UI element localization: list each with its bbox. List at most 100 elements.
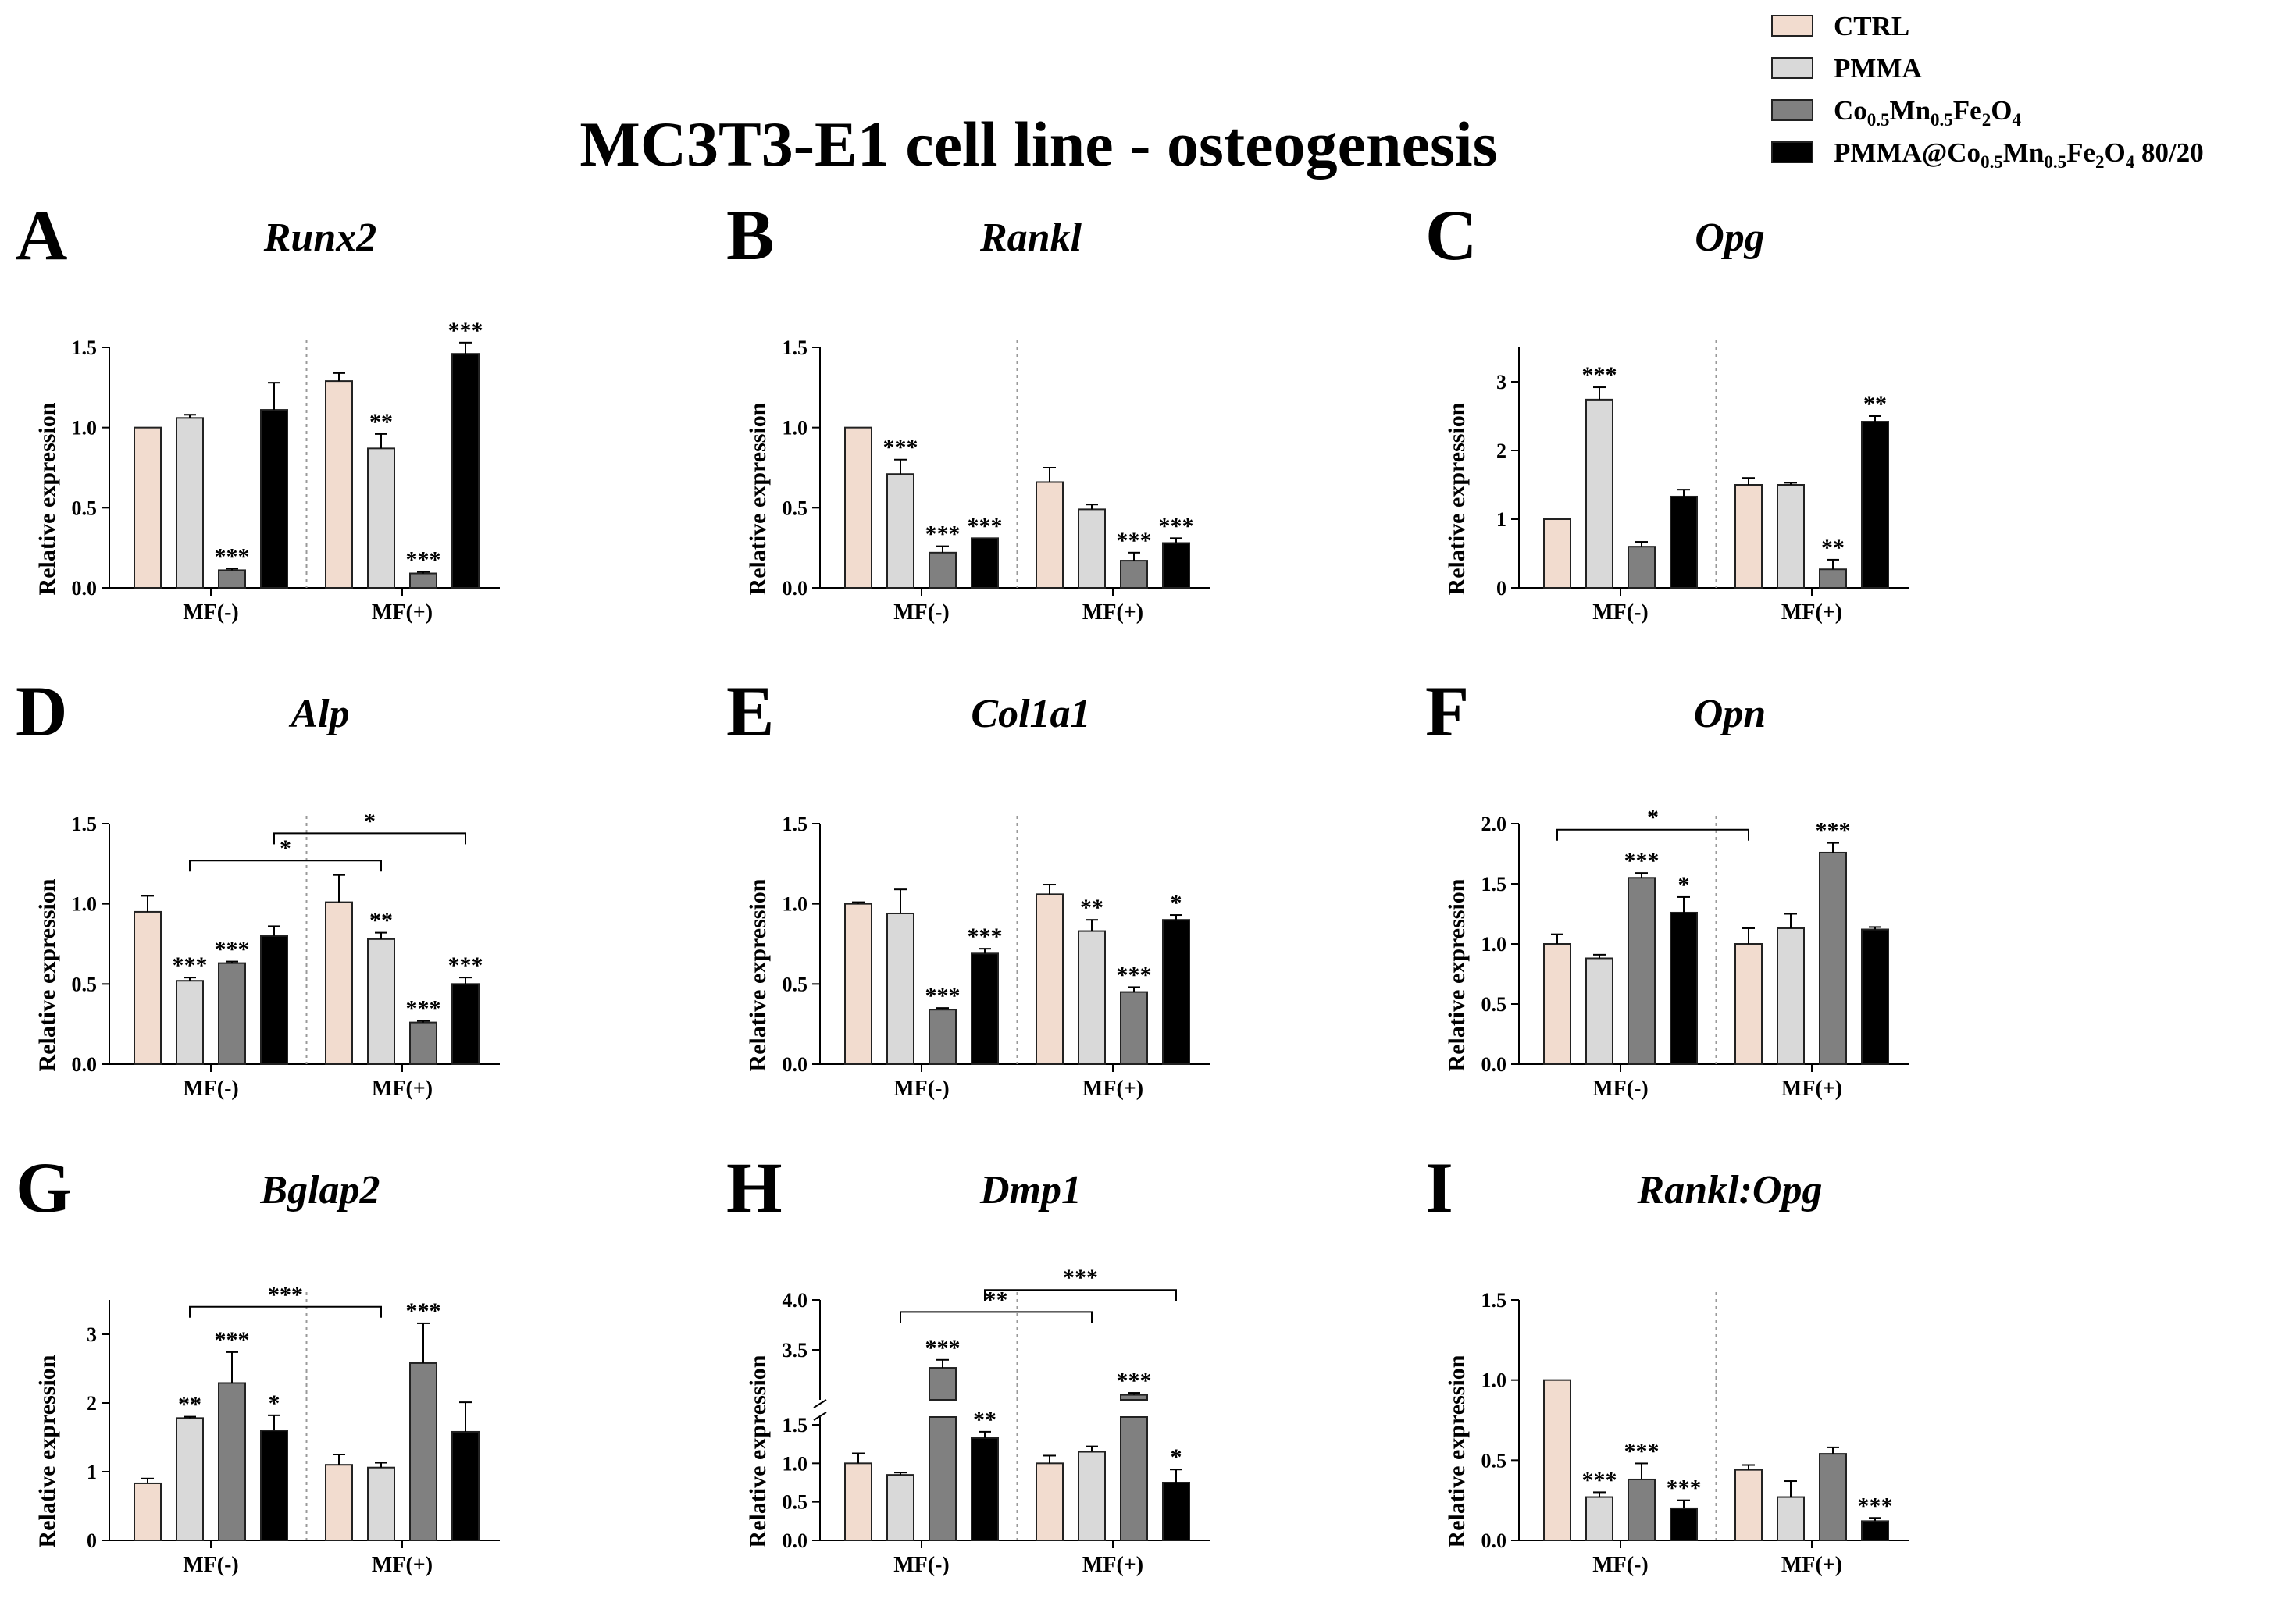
legend-label-ctrl: CTRL	[1834, 11, 1910, 41]
significance-label: *	[1171, 1444, 1182, 1470]
bar	[1036, 893, 1064, 1066]
bar	[1861, 928, 1889, 1065]
bar	[1861, 1520, 1889, 1541]
y-tick-label: 0.0	[1481, 1529, 1507, 1552]
bar	[1734, 943, 1763, 1065]
panel-gene-title: Rankl	[979, 215, 1082, 260]
bracket-label: *	[1647, 805, 1659, 831]
y-tick-label: 1.5	[1481, 1289, 1507, 1312]
group-label: MF(+)	[372, 1077, 433, 1101]
y-axis-title: Relative expression	[745, 402, 771, 595]
bar	[325, 380, 353, 589]
y-tick-label: 1.5	[783, 813, 808, 835]
group-label: MF(-)	[183, 1553, 239, 1577]
bar	[844, 903, 872, 1065]
bar-upper	[1120, 1394, 1148, 1401]
bar	[971, 952, 999, 1065]
y-tick-label: 0.5	[783, 973, 808, 995]
y-tick-label: 0.0	[72, 1053, 98, 1076]
y-tick-label: 0.5	[72, 973, 98, 995]
significance-label: ***	[448, 318, 483, 344]
y-axis-title: Relative expression	[1444, 1355, 1470, 1547]
y-tick-label: 0.0	[783, 1529, 808, 1552]
bar	[325, 901, 353, 1066]
significance-label: **	[973, 1407, 996, 1433]
y-tick-label: 0.0	[783, 1053, 808, 1076]
y-tick-label: 1.5	[783, 336, 808, 359]
significance-label: ***	[215, 937, 250, 963]
panel-letter: G	[16, 1148, 72, 1227]
y-tick-label: 3.5	[783, 1339, 808, 1362]
chart-svg: 0.0 0.5 1.0 1.5 3.5 4.0 Relative expression MF(…	[745, 1265, 1210, 1577]
bar	[1585, 957, 1613, 1066]
legend-swatch-ferrite	[1771, 99, 1813, 121]
bar	[886, 473, 914, 589]
significance-label: ***	[173, 952, 208, 978]
bar	[325, 1464, 353, 1542]
panel-letter: E	[726, 671, 775, 751]
y-tick-label: 2	[87, 1392, 97, 1415]
chart-svg: 0.0 0.5 1.0 1.5 Relative expression MF(-) MF(+…	[34, 808, 500, 1101]
chart-svg: 0.0 0.5 1.0 1.5 Relative expression MF(-) MF(+…	[745, 336, 1210, 625]
significance-label: **	[369, 409, 393, 435]
comparison-bracket	[189, 1305, 382, 1318]
group-label: MF(-)	[893, 1553, 950, 1577]
significance-label: ***	[925, 1335, 961, 1361]
y-tick-label: 2	[1496, 440, 1506, 462]
y-tick-label: 1.5	[72, 813, 98, 835]
group-label: MF(-)	[183, 600, 239, 625]
y-tick-label: 0.0	[1481, 1053, 1507, 1076]
bar	[1543, 1379, 1571, 1541]
y-tick-label: 0.5	[1481, 1449, 1507, 1472]
bar	[1819, 568, 1847, 589]
bar	[218, 1382, 246, 1542]
bar	[134, 910, 162, 1065]
bar	[134, 426, 162, 589]
panel-a: A Runx2 0.0 0.5 1.0 1.5 Relative expression M…	[16, 199, 687, 668]
y-tick-label: 1	[87, 1461, 97, 1483]
y-axis-title: Relative expression	[745, 1355, 771, 1547]
comparison-bracket	[984, 1289, 1177, 1301]
chart-svg: 0.0 0.5 1.0 1.5 Relative expression MF(-) MF(+…	[34, 318, 500, 625]
bar	[176, 1417, 204, 1541]
y-tick-label: 1.0	[783, 1452, 808, 1475]
panel-f: F Opn 0.0 0.5 1.0 1.5 2.0 Relative expression…	[1425, 675, 2097, 1144]
bar	[1670, 495, 1698, 589]
bar	[260, 409, 288, 589]
y-tick-label: 1.5	[1481, 873, 1507, 895]
y-tick-label: 0.0	[783, 577, 808, 600]
chart-svg: 0.0 0.5 1.0 1.5 Relative expression MF(-) MF(+…	[745, 813, 1210, 1101]
y-tick-label: 3	[1496, 371, 1506, 393]
significance-label: **	[1080, 895, 1103, 920]
bar	[844, 1462, 872, 1542]
significance-label: ***	[1624, 1438, 1660, 1464]
y-tick-label: 4.0	[783, 1289, 808, 1312]
y-tick-label: 0.5	[1481, 993, 1507, 1016]
legend-label-pmma: PMMA	[1834, 53, 1922, 84]
bar	[1777, 484, 1805, 589]
bar	[451, 353, 480, 589]
bar	[1078, 1451, 1106, 1541]
panel-gene-title: Opn	[1693, 692, 1767, 736]
significance-label: ***	[1117, 528, 1152, 554]
y-tick-label: 1.5	[783, 1414, 808, 1437]
bar	[409, 1362, 437, 1541]
panel-letter: F	[1425, 671, 1470, 751]
bar	[409, 1021, 437, 1066]
bracket-label: *	[364, 808, 376, 834]
y-axis-title: Relative expression	[34, 1355, 60, 1547]
group-label: MF(+)	[372, 1553, 433, 1577]
bar	[260, 935, 288, 1065]
y-axis-title: Relative expression	[34, 878, 60, 1071]
significance-label: ***	[406, 1298, 441, 1324]
bar	[1036, 481, 1064, 589]
significance-label: ***	[968, 513, 1003, 539]
significance-label: ***	[925, 522, 961, 547]
group-label: MF(+)	[372, 600, 433, 625]
bar	[1777, 927, 1805, 1066]
significance-label: *	[269, 1390, 280, 1416]
y-tick-label: 0	[1496, 577, 1506, 600]
significance-label: ***	[215, 1327, 250, 1353]
bar	[176, 980, 204, 1065]
